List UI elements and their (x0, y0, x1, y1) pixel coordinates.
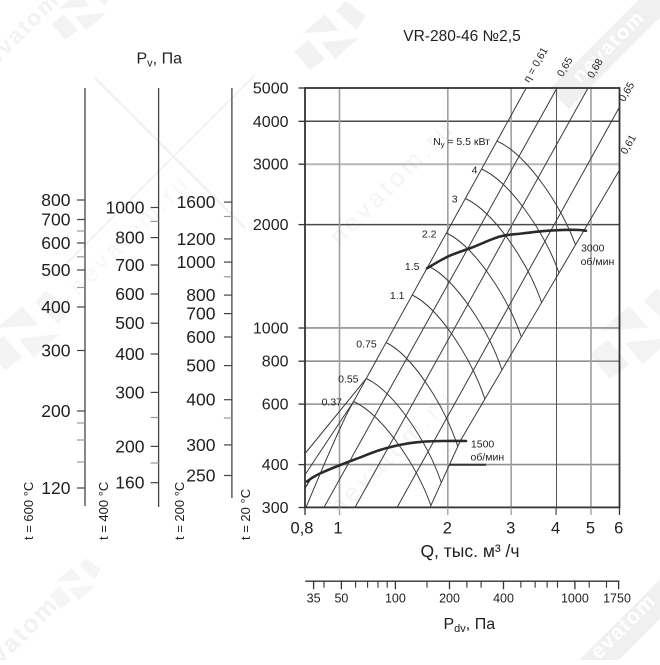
svg-text:300: 300 (41, 341, 70, 361)
svg-text:Nу = 5.5 кВт: Nу = 5.5 кВт (433, 136, 490, 149)
svg-text:400: 400 (493, 592, 514, 606)
svg-text:200: 200 (115, 436, 144, 456)
svg-text:500: 500 (186, 356, 215, 376)
svg-text:600: 600 (115, 284, 144, 304)
svg-text:3000: 3000 (253, 157, 289, 174)
svg-text:1000: 1000 (253, 320, 289, 337)
svg-text:400: 400 (262, 457, 289, 474)
svg-text:2: 2 (443, 520, 452, 538)
svg-text:250: 250 (186, 466, 215, 486)
svg-text:t = 200 °C: t = 200 °C (172, 482, 187, 540)
svg-text:800: 800 (262, 354, 289, 371)
svg-text:1.1: 1.1 (390, 290, 405, 302)
svg-text:400: 400 (41, 297, 70, 317)
svg-text:4000: 4000 (253, 114, 289, 131)
svg-text:t = 600 °C: t = 600 °C (21, 482, 36, 540)
svg-text:3000: 3000 (581, 243, 605, 255)
svg-text:700: 700 (186, 304, 215, 324)
svg-text:1000: 1000 (561, 592, 589, 606)
svg-text:1200: 1200 (177, 229, 216, 249)
svg-text:3: 3 (452, 193, 458, 205)
svg-text:0.75: 0.75 (356, 339, 377, 351)
svg-text:2000: 2000 (253, 217, 289, 234)
svg-text:800: 800 (115, 228, 144, 248)
svg-text:1.5: 1.5 (405, 261, 420, 273)
svg-text:об/мин: об/мин (581, 256, 615, 268)
svg-text:1: 1 (333, 520, 342, 538)
svg-text:1000: 1000 (177, 252, 216, 272)
svg-text:600: 600 (41, 233, 70, 253)
svg-text:3: 3 (506, 520, 515, 538)
svg-text:600: 600 (186, 327, 215, 347)
svg-text:700: 700 (41, 210, 70, 230)
svg-text:600: 600 (262, 397, 289, 414)
svg-text:1600: 1600 (177, 192, 216, 212)
svg-text:5: 5 (586, 520, 595, 538)
svg-text:5000: 5000 (253, 81, 289, 98)
svg-text:0,8: 0,8 (291, 520, 314, 538)
svg-text:500: 500 (41, 260, 70, 280)
svg-text:0.55: 0.55 (338, 373, 359, 385)
svg-text:VR-280-46 №2,5: VR-280-46 №2,5 (403, 28, 520, 45)
svg-text:700: 700 (115, 255, 144, 275)
svg-text:t = 20 °C: t = 20 °C (238, 489, 253, 540)
svg-text:2.2: 2.2 (422, 229, 437, 241)
svg-text:200: 200 (439, 592, 460, 606)
svg-text:об/мин: об/мин (471, 452, 505, 464)
svg-text:800: 800 (41, 190, 70, 210)
svg-text:100: 100 (385, 592, 406, 606)
svg-text:4: 4 (551, 520, 560, 538)
svg-text:6: 6 (614, 520, 623, 538)
svg-text:50: 50 (334, 592, 348, 606)
svg-text:300: 300 (186, 435, 215, 455)
svg-text:35: 35 (307, 592, 321, 606)
svg-text:200: 200 (41, 401, 70, 421)
svg-text:160: 160 (115, 473, 144, 493)
svg-text:1750: 1750 (603, 592, 631, 606)
svg-text:300: 300 (115, 382, 144, 402)
svg-text:Pdv, Па: Pdv, Па (444, 616, 496, 635)
svg-text:1500: 1500 (471, 438, 495, 450)
svg-text:800: 800 (186, 285, 215, 305)
svg-text:Q, тыс. м³ /ч: Q, тыс. м³ /ч (420, 541, 519, 561)
svg-text:1000: 1000 (106, 198, 145, 218)
svg-text:4: 4 (472, 165, 478, 177)
svg-text:400: 400 (186, 390, 215, 410)
svg-text:120: 120 (41, 478, 70, 498)
svg-text:400: 400 (115, 344, 144, 364)
svg-text:0.37: 0.37 (322, 396, 343, 408)
svg-text:500: 500 (115, 313, 144, 333)
svg-text:t = 400 °C: t = 400 °C (96, 482, 111, 540)
svg-text:Pv, Па: Pv, Па (137, 51, 183, 70)
svg-text:300: 300 (262, 500, 289, 517)
